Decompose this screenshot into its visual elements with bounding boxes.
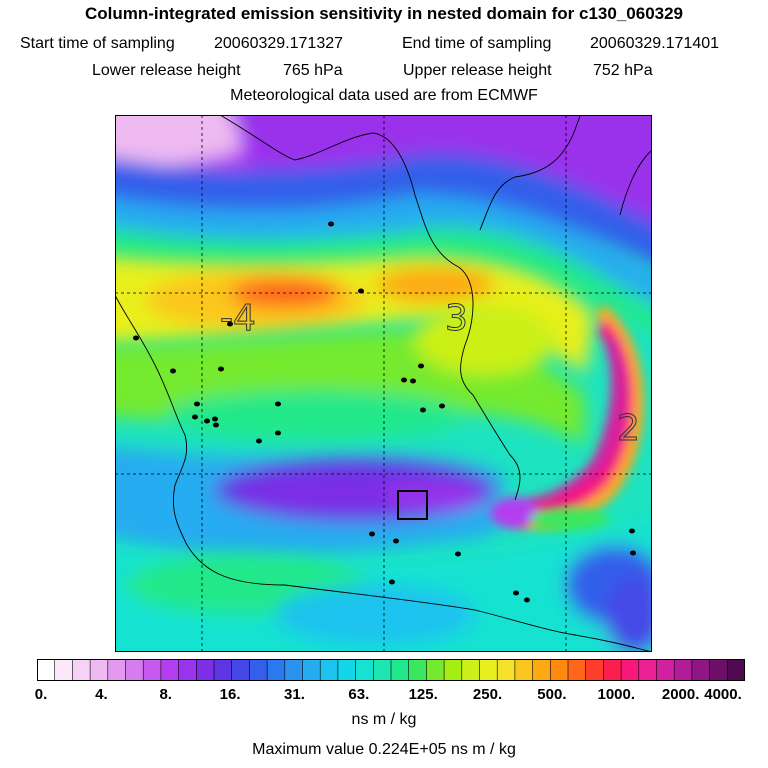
colorbar-cell bbox=[656, 659, 676, 681]
colorbar-cell bbox=[337, 659, 357, 681]
colorbar-cell bbox=[284, 659, 304, 681]
grid-label-west: -4 bbox=[220, 298, 256, 339]
colorbar-tick-label: 125. bbox=[408, 686, 438, 703]
start-time-value: 20060329.171327 bbox=[214, 35, 344, 52]
colorbar-tick-label: 250. bbox=[472, 686, 503, 703]
colorbar-cell bbox=[638, 659, 658, 681]
colorbar-cell bbox=[319, 659, 339, 681]
colorbar-cell bbox=[107, 659, 127, 681]
colorbar-cell bbox=[408, 659, 428, 681]
colorbar-cell bbox=[549, 659, 569, 681]
colorbar-cell bbox=[302, 659, 322, 681]
lower-height-value: 765 hPa bbox=[283, 62, 343, 79]
colorbar-cell bbox=[125, 659, 145, 681]
colorbar-tick-label: 8. bbox=[159, 686, 172, 703]
colorbar-cell bbox=[160, 659, 180, 681]
colorbar-tick-label: 63. bbox=[348, 686, 370, 703]
emission-sensitivity-map: -4 3 2 bbox=[115, 115, 652, 652]
colorbar-cell bbox=[72, 659, 91, 681]
colorbar-tick-label: 16. bbox=[219, 686, 241, 703]
colorbar-cell bbox=[37, 659, 56, 681]
sensitivity-field bbox=[115, 115, 652, 652]
colorbar-cell bbox=[709, 659, 729, 681]
upper-height-value: 752 hPa bbox=[593, 62, 653, 79]
colorbar-cell bbox=[355, 659, 375, 681]
colorbar-cell bbox=[726, 659, 745, 681]
colorbar-cell bbox=[461, 659, 481, 681]
colorbar-tick-label: 31. bbox=[284, 686, 305, 703]
colorbar-cell bbox=[249, 659, 268, 681]
colorbar-cell bbox=[89, 659, 109, 681]
release-box bbox=[397, 490, 428, 520]
colorbar-cell bbox=[54, 659, 74, 681]
end-time-label: End time of sampling bbox=[402, 35, 552, 52]
colorbar-cell bbox=[620, 659, 640, 681]
grid-label-east: 2 bbox=[617, 408, 640, 449]
colorbar-cell bbox=[426, 659, 445, 681]
colorbar-tick-label: 1000. bbox=[597, 686, 636, 703]
colorbar-cell bbox=[603, 659, 622, 681]
colorbar-cell bbox=[532, 659, 552, 681]
colorbar-cell bbox=[673, 659, 693, 681]
colorbar-cells bbox=[37, 659, 745, 681]
lower-height-label: Lower release height bbox=[92, 62, 241, 79]
maximum-value-note: Maximum value 0.224E+05 ns m / kg bbox=[0, 741, 768, 759]
grid-label-center: 3 bbox=[445, 298, 468, 339]
colorbar-cell bbox=[479, 659, 499, 681]
grid-labels: -4 3 2 bbox=[220, 298, 641, 450]
colorbar-cell bbox=[266, 659, 286, 681]
colorbar-cell bbox=[390, 659, 410, 681]
end-time-value: 20060329.171401 bbox=[590, 35, 720, 52]
colorbar-cell bbox=[213, 659, 233, 681]
colorbar-tick-label: 2000. bbox=[661, 686, 700, 703]
met-data-note: Meteorological data used are from ECMWF bbox=[230, 87, 538, 104]
colorbar-cell bbox=[178, 659, 198, 681]
coastline-lines bbox=[115, 115, 652, 652]
colorbar-cell bbox=[691, 659, 711, 681]
maximum-value-label: Maximum value bbox=[252, 741, 365, 758]
colorbar-cell bbox=[196, 659, 215, 681]
colorbar-tick-label: 4. bbox=[95, 686, 108, 703]
colorbar-tick-label: 0. bbox=[34, 686, 48, 703]
colorbar-cell bbox=[443, 659, 463, 681]
start-time-label: Start time of sampling bbox=[20, 35, 175, 52]
site-markers bbox=[133, 221, 636, 603]
colorbar-cell bbox=[372, 659, 392, 681]
colorbar-tick-label: 4000. bbox=[704, 686, 742, 703]
colorbar-cell bbox=[567, 659, 587, 681]
map-frame bbox=[115, 115, 652, 652]
colorbar-tick-label: 500. bbox=[537, 686, 567, 703]
colorbar-unit: ns m / kg bbox=[351, 711, 417, 728]
colorbar bbox=[37, 659, 745, 681]
colorbar-cell bbox=[585, 659, 605, 681]
maximum-value: 0.224E+05 ns m / kg bbox=[368, 741, 516, 758]
colorbar-cell bbox=[514, 659, 534, 681]
colorbar-cell bbox=[496, 659, 516, 681]
colorbar-cell bbox=[231, 659, 251, 681]
figure-title: Column-integrated emission sensitivity i… bbox=[84, 4, 684, 23]
upper-height-label: Upper release height bbox=[403, 62, 552, 79]
colorbar-cell bbox=[142, 659, 162, 681]
colorbar-frame bbox=[37, 659, 745, 681]
